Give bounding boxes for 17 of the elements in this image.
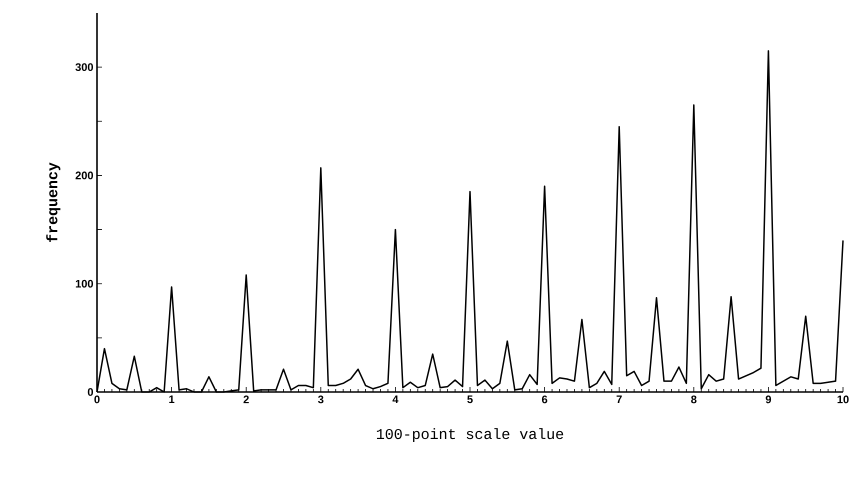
x-tick-label: 3 [318, 396, 324, 404]
x-axis-title: 100-point scale value [376, 428, 564, 442]
y-tick-label: 300 [75, 63, 94, 72]
x-tick-label: 7 [616, 396, 622, 404]
y-axis-title: frequency [46, 162, 60, 242]
x-tick-label: 8 [691, 396, 697, 404]
x-tick-label: 4 [392, 396, 398, 404]
x-tick-label: 2 [244, 396, 249, 404]
x-tick-label: 6 [542, 396, 548, 404]
x-tick-label: 1 [169, 396, 174, 404]
y-tick-label: 0 [88, 388, 94, 396]
y-tick-label: 100 [76, 280, 94, 288]
y-tick-label: 200 [76, 172, 94, 180]
x-tick-label: 10 [838, 396, 849, 404]
x-tick-label: 0 [94, 396, 100, 404]
x-tick-label: 9 [766, 396, 772, 404]
x-tick-label: 5 [467, 396, 473, 404]
